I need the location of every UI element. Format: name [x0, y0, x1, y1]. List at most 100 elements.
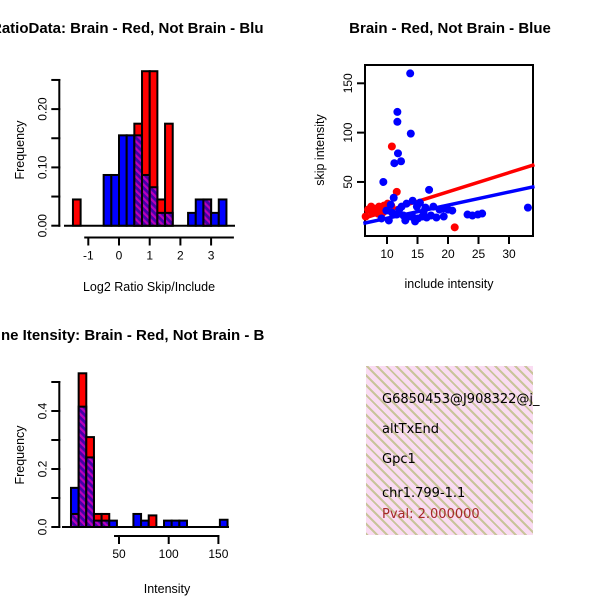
brain-red-point	[368, 208, 377, 217]
blue-histogram-bar	[118, 134, 128, 227]
not-brain-blue-point	[384, 216, 393, 225]
event-info-box: G6850453@J908322@j_ altTxEnd Gpc1 chr1.7…	[366, 366, 540, 535]
y-tick-label: 0.10	[35, 155, 49, 179]
blue-histogram-bar	[102, 173, 113, 227]
brain-red-point	[450, 223, 459, 232]
y-tick-label: 50	[341, 175, 355, 189]
overlap-hatched-bar	[77, 405, 88, 528]
red-histogram-bar	[71, 198, 82, 227]
y-tick-label: 0.2	[35, 460, 49, 477]
x-tick-label: 15	[411, 247, 425, 261]
x-tick-label: 100	[159, 547, 179, 561]
y-tick-label: 150	[341, 73, 355, 93]
ratio-histogram-panel: 0.00 0.10 0.20 -1 0 1 2 3 Log2 Ratio Skip/Includ…	[0, 0, 300, 300]
intensity-scatter-svg: 10 15 20 25 30 50 100 150 include intensity skip …	[313, 20, 551, 291]
blue-histogram-bar	[108, 519, 118, 528]
not-brain-blue-point	[439, 212, 448, 221]
x-tick-label: -1	[83, 249, 94, 263]
event-id-text: G6850453@J908322@j_	[382, 392, 540, 407]
not-brain-blue-point	[393, 149, 402, 158]
x-tick-label: 20	[441, 247, 455, 261]
not-brain-fit-line	[362, 184, 535, 226]
not-brain-blue-point	[395, 205, 404, 214]
overlap-hatched-bar	[85, 456, 95, 528]
blue-histogram-bar	[217, 198, 228, 227]
not-brain-blue-point	[379, 177, 388, 186]
blue-histogram-bar	[170, 519, 181, 528]
not-brain-blue-point	[401, 216, 410, 225]
overlap-hatched-bar	[164, 211, 174, 227]
overlap-hatched-bar	[69, 512, 80, 528]
not-brain-blue-point	[448, 206, 457, 215]
blue-histogram-bar	[163, 519, 173, 528]
not-brain-blue-point	[390, 159, 399, 168]
not-brain-blue-point	[408, 196, 417, 205]
x-axis-label: Intensity	[144, 582, 191, 596]
pval-text: Pval: 2.000000	[382, 507, 480, 522]
red-histogram-bar	[147, 514, 158, 528]
blue-histogram-bar	[125, 134, 136, 227]
blue-histogram-bar	[210, 211, 220, 227]
x-tick-label: 150	[208, 547, 228, 561]
y-tick-label: 100	[341, 122, 355, 142]
overlap-hatched-bar	[202, 198, 213, 227]
not-brain-blue-point	[432, 213, 441, 222]
not-brain-blue-point	[425, 185, 434, 194]
x-tick-label: 3	[208, 249, 215, 263]
overlap-hatched-bar	[133, 134, 144, 227]
brain-red-point	[387, 142, 396, 151]
not-brain-blue-point	[412, 202, 421, 211]
blue-histogram-bar	[218, 518, 229, 528]
y-axis-label: Frequency	[13, 425, 27, 485]
not-brain-blue-point	[523, 203, 532, 212]
x-axis-label: Log2 Ratio Skip/Include	[83, 280, 215, 294]
not-brain-blue-point	[389, 193, 398, 202]
panel-title: RatioData: Brain - Red, Not Brain - Blu	[0, 20, 264, 37]
blue-histogram-bar	[140, 519, 150, 528]
not-brain-blue-point	[393, 117, 402, 126]
blue-histogram-bar	[194, 198, 205, 227]
not-brain-blue-point	[429, 202, 438, 211]
x-axis-label: include intensity	[405, 277, 495, 291]
y-tick-label: 0.0	[35, 518, 49, 535]
not-brain-blue-point	[397, 157, 406, 166]
y-tick-label: 0.00	[35, 214, 49, 238]
not-brain-blue-point	[411, 217, 420, 226]
overlap-hatched-bar	[141, 173, 151, 227]
event-info-panel: G6850453@J908322@j_ altTxEnd Gpc1 chr1.7…	[300, 300, 600, 600]
not-brain-blue-point	[478, 209, 487, 218]
y-tick-label: 0.20	[35, 97, 49, 121]
gene-intensity-histogram-panel: 0.0 0.2 0.4 50 100 150 Intensity Frequency ne It…	[0, 300, 300, 600]
gene-name-text: Gpc1	[382, 452, 416, 467]
blue-histogram-bar	[110, 173, 120, 227]
panel-title: ne Itensity: Brain - Red, Not Brain - B	[1, 327, 265, 344]
intensity-scatter-panel: 10 15 20 25 30 50 100 150 include intensity skip …	[300, 0, 600, 300]
not-brain-blue-point	[419, 207, 428, 216]
not-brain-blue-point	[386, 200, 395, 209]
x-tick-label: 10	[380, 247, 394, 261]
ratio-histogram-svg: 0.00 0.10 0.20 -1 0 1 2 3 Log2 Ratio Skip/Includ…	[0, 20, 264, 294]
event-type-text: altTxEnd	[382, 422, 440, 437]
not-brain-blue-point	[393, 107, 402, 116]
x-tick-label: 30	[502, 247, 516, 261]
overlap-hatched-bar	[100, 519, 111, 528]
x-tick-label: 0	[116, 249, 123, 263]
overlap-hatched-bar	[92, 519, 103, 528]
not-brain-blue-point	[406, 69, 415, 78]
blue-histogram-bar	[178, 519, 188, 528]
y-axis-label: skip intensity	[313, 113, 327, 185]
blue-histogram-bar	[187, 211, 197, 227]
x-tick-label: 25	[472, 247, 486, 261]
gene-intensity-histogram-svg: 0.0 0.2 0.4 50 100 150 Intensity Frequency ne It…	[1, 327, 265, 596]
red-histogram-bar	[164, 122, 174, 227]
y-tick-label: 0.4	[35, 402, 49, 419]
x-tick-label: 1	[146, 249, 153, 263]
not-brain-blue-point	[406, 129, 415, 138]
blue-histogram-bar	[132, 512, 143, 528]
panel-title: Brain - Red, Not Brain - Blue	[349, 20, 551, 37]
not-brain-blue-point	[377, 214, 386, 223]
not-brain-blue-point	[435, 205, 444, 214]
x-tick-label: 2	[177, 249, 184, 263]
overlap-hatched-bar	[156, 211, 167, 227]
y-axis-label: Frequency	[13, 120, 27, 180]
